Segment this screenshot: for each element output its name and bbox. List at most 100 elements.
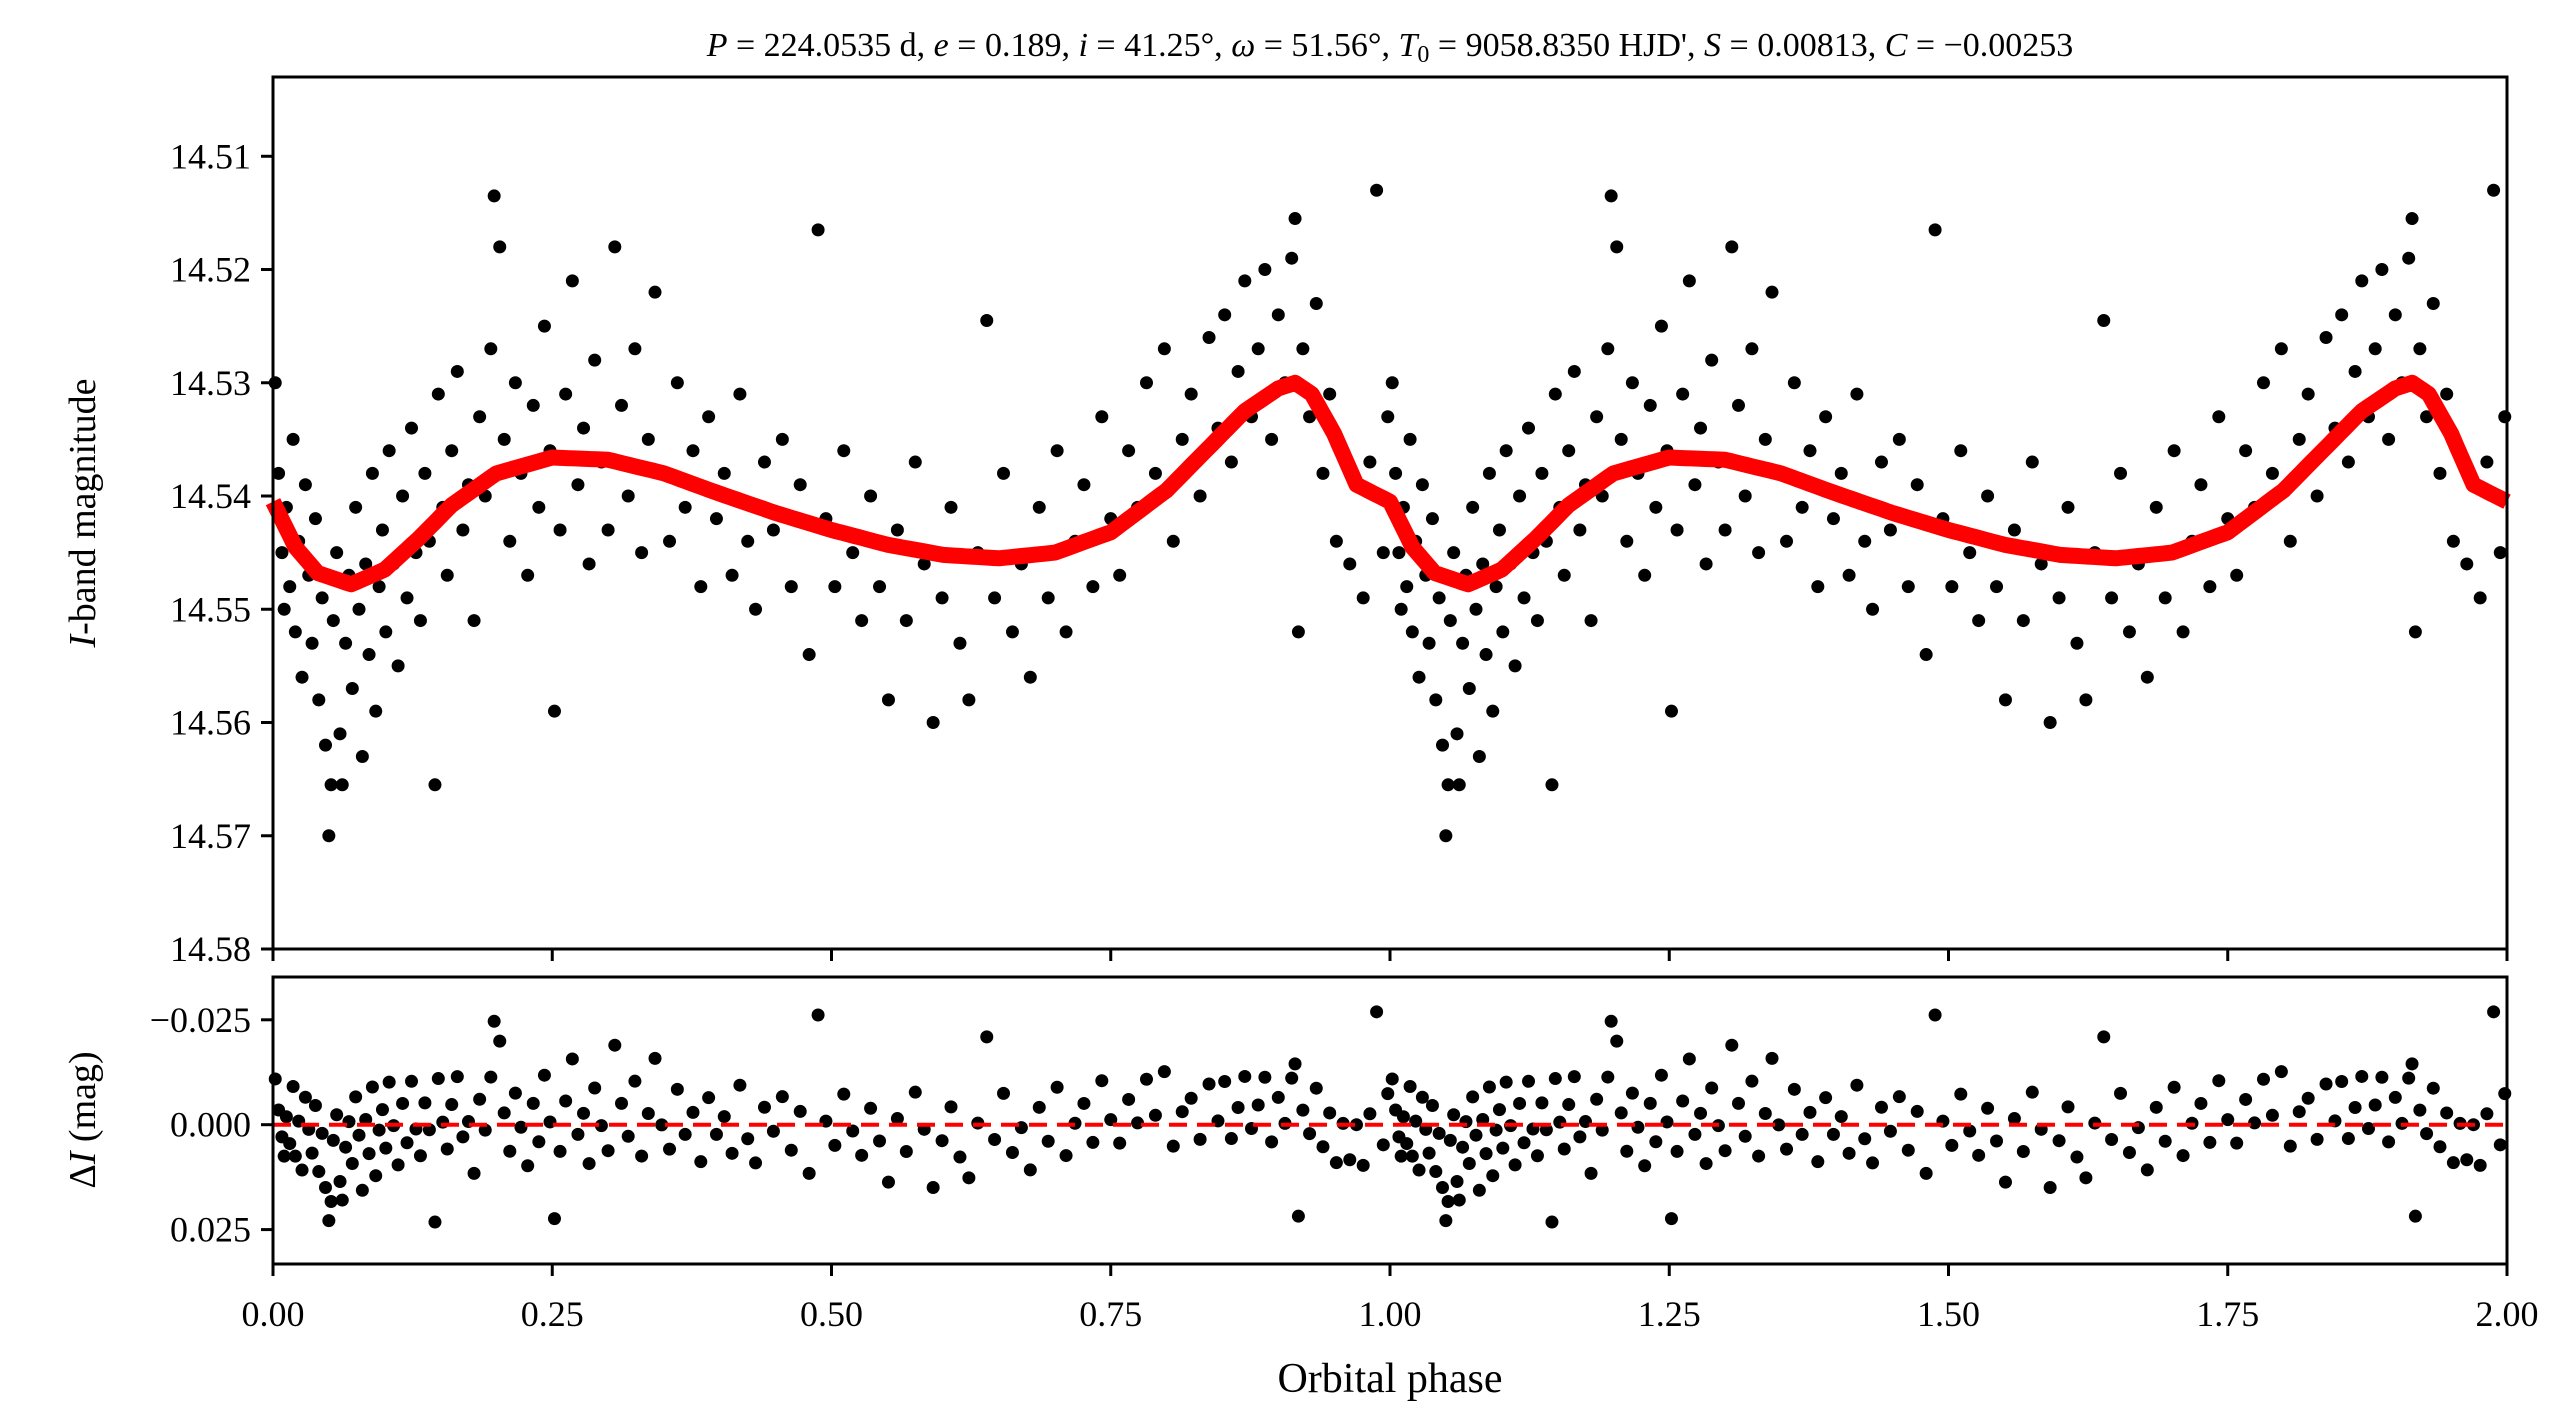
data-point	[324, 778, 338, 792]
data-point	[1113, 568, 1127, 582]
data-point	[908, 455, 922, 469]
data-point	[2402, 251, 2416, 265]
residual-point	[375, 1103, 389, 1117]
residual-point	[1456, 1140, 1470, 1154]
residual-point	[1403, 1080, 1417, 1094]
data-point	[1758, 432, 1772, 446]
data-point	[1998, 693, 2012, 707]
residual-point	[333, 1174, 347, 1188]
residual-point	[1699, 1157, 1713, 1171]
data-point	[1694, 421, 1708, 435]
residual-point	[2440, 1106, 2454, 1120]
data-point	[382, 444, 396, 458]
data-point	[663, 534, 677, 548]
residual-point	[1954, 1087, 1968, 1101]
data-point	[359, 557, 373, 571]
data-point	[1590, 410, 1604, 424]
residual-point	[2348, 1100, 2362, 1114]
data-point	[2061, 500, 2075, 514]
residual-point	[2256, 1072, 2270, 1086]
residual-point	[436, 1115, 450, 1129]
data-point	[766, 523, 780, 537]
residual-point	[295, 1163, 309, 1177]
data-point	[1765, 285, 1779, 299]
data-point	[1456, 636, 1470, 650]
residual-point	[2335, 1074, 2349, 1088]
data-point	[2375, 263, 2389, 277]
data-point	[1157, 342, 1171, 356]
residual-point	[2274, 1065, 2288, 1079]
residual-point	[2292, 1105, 2306, 1119]
residual-point	[628, 1074, 642, 1088]
data-point	[793, 478, 807, 492]
residual-point	[396, 1096, 410, 1110]
data-point	[725, 568, 739, 582]
data-point	[1251, 342, 1265, 356]
data-point	[1787, 376, 1801, 390]
data-point	[1874, 455, 1888, 469]
residual-point	[1271, 1090, 1285, 1104]
residual-point	[1765, 1051, 1779, 1065]
data-point	[2043, 716, 2057, 730]
residual-point	[766, 1124, 780, 1138]
residual-point	[1535, 1096, 1549, 1110]
data-point	[308, 512, 322, 526]
residual-point	[594, 1119, 608, 1133]
data-point	[428, 778, 442, 792]
data-point	[1545, 778, 1559, 792]
model-curve	[265, 374, 2511, 593]
x-tick-label: 2.00	[2476, 1294, 2539, 1334]
data-point	[2388, 308, 2402, 322]
residual-point	[1400, 1137, 1414, 1151]
data-point	[1462, 682, 1476, 696]
residual-point	[1258, 1070, 1272, 1084]
residual-point	[1842, 1146, 1856, 1160]
data-point	[365, 466, 379, 480]
data-point	[497, 432, 511, 446]
data-point	[2355, 274, 2369, 288]
residual-point	[1496, 1141, 1510, 1155]
residual-point	[1193, 1132, 1207, 1146]
data-point	[2440, 387, 2454, 401]
residual-point	[2319, 1077, 2333, 1091]
residual-point	[802, 1166, 816, 1180]
data-point	[1892, 432, 1906, 446]
data-point	[582, 557, 596, 571]
residual-point	[2149, 1100, 2163, 1114]
data-point	[2052, 591, 2066, 605]
data-point	[1400, 580, 1414, 594]
data-point	[1567, 364, 1581, 378]
data-point	[440, 568, 454, 582]
residual-point	[1086, 1135, 1100, 1149]
residual-point	[1005, 1145, 1019, 1159]
residual-point	[1530, 1149, 1544, 1163]
data-point	[1086, 580, 1100, 594]
data-point	[1513, 489, 1527, 503]
residual-point	[935, 1134, 949, 1148]
residual-point	[493, 1034, 507, 1048]
data-point	[1699, 557, 1713, 571]
data-point	[846, 546, 860, 560]
data-point	[1866, 602, 1880, 616]
data-point	[1649, 500, 1663, 514]
residual-point	[621, 1129, 635, 1143]
residual-point	[547, 1212, 561, 1226]
residual-point	[428, 1215, 442, 1229]
residual-point	[1614, 1106, 1628, 1120]
data-point	[2025, 455, 2039, 469]
data-point	[1443, 614, 1457, 628]
y-tick-label: 14.52	[170, 250, 251, 290]
residual-point	[1251, 1098, 1265, 1112]
residual-point	[1077, 1096, 1091, 1110]
data-point	[2212, 410, 2226, 424]
residual-point	[484, 1070, 498, 1084]
data-point	[702, 410, 716, 424]
residual-point	[1787, 1082, 1801, 1096]
residual-point	[268, 1072, 282, 1086]
residual-point	[1139, 1072, 1153, 1086]
residual-point	[1041, 1134, 1055, 1148]
residual-point	[1850, 1078, 1864, 1092]
data-point	[1858, 534, 1872, 548]
data-point	[1738, 489, 1752, 503]
